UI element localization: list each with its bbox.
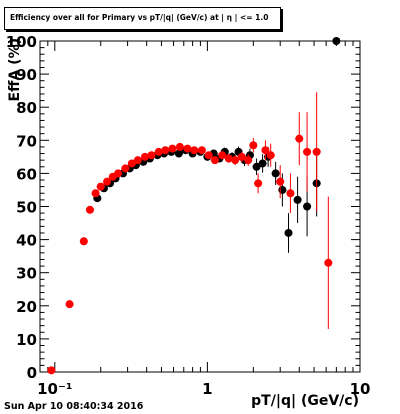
chart-data-layer: [47, 37, 341, 375]
data-point: [276, 177, 285, 186]
chart-axes: 0 10 20 30 40 50 60 70 80 90 100 10⁻¹ 1 10: [6, 33, 371, 398]
data-point: [47, 366, 56, 375]
x-tick-label: 1: [202, 380, 212, 398]
data-point: [140, 152, 149, 161]
data-point: [96, 182, 105, 191]
data-point: [271, 169, 280, 178]
data-point: [254, 179, 263, 188]
y-tick-label: 0: [27, 364, 37, 382]
data-point: [103, 177, 112, 186]
data-point: [65, 300, 74, 309]
data-point: [161, 146, 170, 155]
data-point: [133, 156, 142, 165]
x-axis-label: pT/|q| (GeV/c): [251, 393, 359, 409]
y-tick-label: 30: [16, 265, 37, 283]
y-tick-label: 70: [16, 132, 37, 150]
y-tick-label: 60: [16, 165, 37, 183]
data-point: [231, 156, 240, 165]
data-point: [261, 146, 270, 155]
x-tick-label: 10⁻¹: [37, 380, 72, 398]
data-point: [286, 189, 295, 198]
series-1: [47, 92, 333, 375]
y-tick-label: 80: [16, 99, 37, 117]
data-point: [204, 151, 213, 160]
y-tick-label: 50: [16, 199, 37, 217]
data-point: [210, 156, 219, 165]
data-point: [237, 152, 246, 161]
datestamp: Sun Apr 10 08:40:34 2016: [4, 401, 144, 412]
data-point: [154, 147, 163, 156]
data-point: [244, 156, 253, 165]
data-point: [258, 159, 267, 168]
chart-title-box: Efficiency over all for Primary vs pT/|q…: [4, 7, 281, 30]
x-tick-label: 10: [350, 380, 371, 398]
data-point: [147, 151, 156, 160]
data-point: [224, 154, 233, 163]
data-point: [303, 147, 312, 156]
data-point: [121, 164, 130, 173]
data-point: [332, 37, 341, 45]
y-tick-label: 20: [16, 298, 37, 316]
y-tick-label: 90: [16, 66, 37, 84]
data-point: [218, 151, 227, 160]
series-0: [93, 37, 341, 253]
data-point: [174, 149, 183, 158]
data-point: [293, 195, 302, 204]
data-point: [295, 134, 304, 143]
y-tick-label: 40: [16, 232, 37, 250]
data-point: [266, 151, 275, 160]
data-point: [114, 169, 123, 178]
data-point: [190, 146, 199, 155]
data-point: [312, 147, 321, 156]
y-axis-label: EffA (%): [7, 38, 23, 101]
data-point: [127, 159, 136, 168]
data-point: [197, 146, 206, 155]
data-point: [252, 162, 261, 171]
chart-title: Efficiency over all for Primary vs pT/|q…: [10, 13, 269, 22]
data-point: [175, 142, 184, 151]
data-point: [168, 144, 177, 153]
y-tick-label: 10: [16, 331, 37, 349]
data-point: [278, 185, 287, 194]
data-point: [91, 189, 100, 198]
data-point: [284, 228, 293, 237]
data-point: [183, 144, 192, 153]
data-point: [85, 205, 94, 214]
data-point: [324, 258, 333, 267]
y-tick-label: 100: [6, 33, 37, 51]
data-point: [79, 237, 88, 246]
data-point: [249, 141, 258, 150]
data-point: [303, 202, 312, 211]
